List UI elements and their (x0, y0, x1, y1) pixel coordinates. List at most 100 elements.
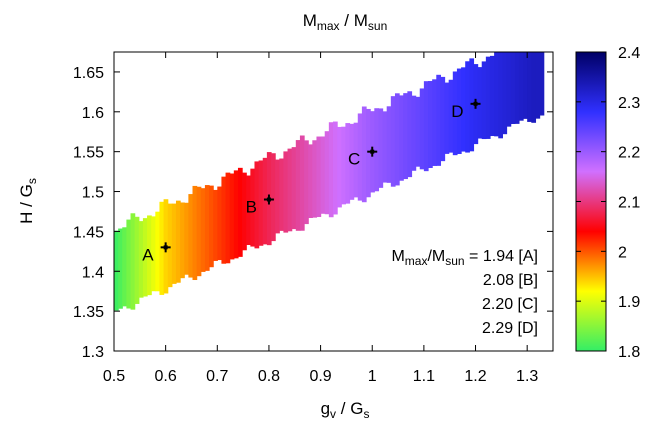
heatmap-cell (221, 176, 227, 264)
heatmap-cell (229, 173, 235, 260)
y-tick-label: 1.6 (82, 105, 104, 122)
heatmap-cell (477, 67, 483, 139)
heatmap-cell (312, 140, 318, 218)
heatmap-cell (481, 61, 487, 140)
heatmap-cell (295, 140, 301, 231)
heatmap-cell (452, 71, 458, 156)
x-tick-label: 1.3 (516, 368, 538, 385)
heatmap-cell (535, 52, 541, 119)
heatmap-cell (403, 93, 408, 180)
point-d: D (451, 98, 481, 121)
heatmap-cell (262, 157, 268, 245)
heatmap-cell (291, 147, 297, 230)
heatmap-cell (518, 52, 524, 121)
heatmap-cell (184, 202, 189, 275)
plot-area: 0.5 0.6 0.7 0.8 0.9 1 1.1 1.2 1.3 1.3 1.35 1.4 1.45 1… (73, 51, 554, 385)
heatmap-cell (390, 96, 396, 187)
heatmap-cell (200, 188, 206, 272)
heatmap-cell (374, 108, 380, 192)
heatmap-cell (250, 168, 256, 247)
heatmap-cell (382, 111, 388, 183)
heatmap-cell (175, 200, 181, 283)
heatmap-cell (353, 122, 359, 198)
heatmap-cell (308, 144, 313, 219)
heatmap-cell (159, 201, 165, 295)
heatmap-cell (233, 170, 239, 259)
heatmap-cell (432, 79, 437, 166)
y-tick-label: 1.55 (73, 145, 104, 162)
colorbar-tick-label: 2.2 (618, 145, 640, 162)
heatmap-cell (506, 52, 512, 127)
y-tick-label: 1.45 (73, 224, 104, 241)
annotation-line-3: 2.20 [C] (482, 296, 538, 313)
heatmap-cell (122, 227, 127, 307)
heatmap-cell (349, 123, 355, 200)
annotation-line-4: 2.29 [D] (482, 320, 538, 337)
x-tick-label: 0.8 (258, 368, 280, 385)
y-tick-label: 1.4 (82, 264, 104, 281)
colorbar-ticks: 1.8 1.9 2 2.1 2.2 2.3 2.4 (576, 45, 640, 361)
point-a: A (142, 242, 171, 264)
heatmap-cell (361, 106, 367, 203)
x-tick-label: 0.9 (309, 368, 331, 385)
heatmap-cell (304, 140, 309, 225)
heatmap-cell (283, 151, 289, 233)
heatmap-cell (341, 126, 346, 205)
heatmap-cell (134, 216, 140, 304)
heatmap-cell (419, 88, 425, 170)
annotation: Mmax/Msun = 1.94 [A] 2.08 [B] 2.20 [C] 2… (391, 248, 538, 337)
heatmap-cell (246, 175, 251, 245)
heatmap-cell (126, 219, 132, 309)
heatmap-cell (147, 215, 152, 296)
heatmap-cell (498, 52, 503, 139)
heatmap-cell (114, 230, 119, 311)
heatmap-cell (171, 203, 177, 284)
y-tick-label: 1.5 (82, 185, 104, 202)
heatmap-cell (444, 82, 450, 154)
heatmap-cell (531, 52, 537, 123)
heatmap-cell (502, 52, 508, 135)
heatmap-cell (188, 194, 194, 278)
heatmap-cell (510, 52, 516, 125)
x-tick-label: 0.5 (103, 368, 125, 385)
heatmap-cell (514, 52, 520, 124)
heatmap-cell (209, 185, 214, 268)
colorbar-tick-label: 2.1 (618, 195, 640, 212)
heatmap-cell (237, 167, 243, 257)
heatmap-cell (394, 93, 400, 186)
heatmap-cell (254, 161, 260, 249)
heatmap-cell (386, 106, 392, 183)
heatmap-cell (539, 52, 545, 116)
y-axis-label: H / Gs (17, 178, 39, 224)
x-axis-label: gv / Gs (321, 399, 370, 421)
point-label: B (246, 198, 257, 217)
heatmap-cell (213, 189, 218, 261)
chart-title: Mmax / Msun (303, 11, 388, 33)
heatmap-cell (258, 160, 264, 246)
heatmap-cell (130, 213, 136, 310)
heatmap-cell (192, 185, 198, 281)
plot-frame (113, 51, 554, 352)
heatmap-cell (337, 126, 342, 208)
colorbar-tick-label: 2.4 (618, 45, 640, 62)
heatmap-cell (465, 61, 470, 153)
heatmap-cell (411, 95, 417, 171)
x-tick-label: 1.1 (413, 368, 435, 385)
heatmap-cell (357, 113, 363, 201)
heatmap-cell (271, 153, 276, 242)
heatmap-cell (328, 122, 334, 218)
heatmap-cell (523, 52, 528, 119)
heatmap-cell (204, 185, 210, 271)
heatmap-cell (299, 135, 305, 231)
heatmap-cell (180, 202, 185, 279)
heatmap-cell (332, 121, 338, 215)
heatmap-cell (428, 81, 433, 169)
heatmap-cell (138, 221, 144, 298)
heatmap-cell (287, 148, 293, 232)
x-tick-label: 0.7 (206, 368, 228, 385)
point-label: D (451, 102, 463, 121)
axis-ticks: 0.5 0.6 0.7 0.8 0.9 1 1.1 1.2 1.3 1.3 1.35 1.4 1.45 1… (73, 52, 553, 385)
point-label: C (348, 150, 360, 169)
heatmap-cell (324, 131, 330, 215)
